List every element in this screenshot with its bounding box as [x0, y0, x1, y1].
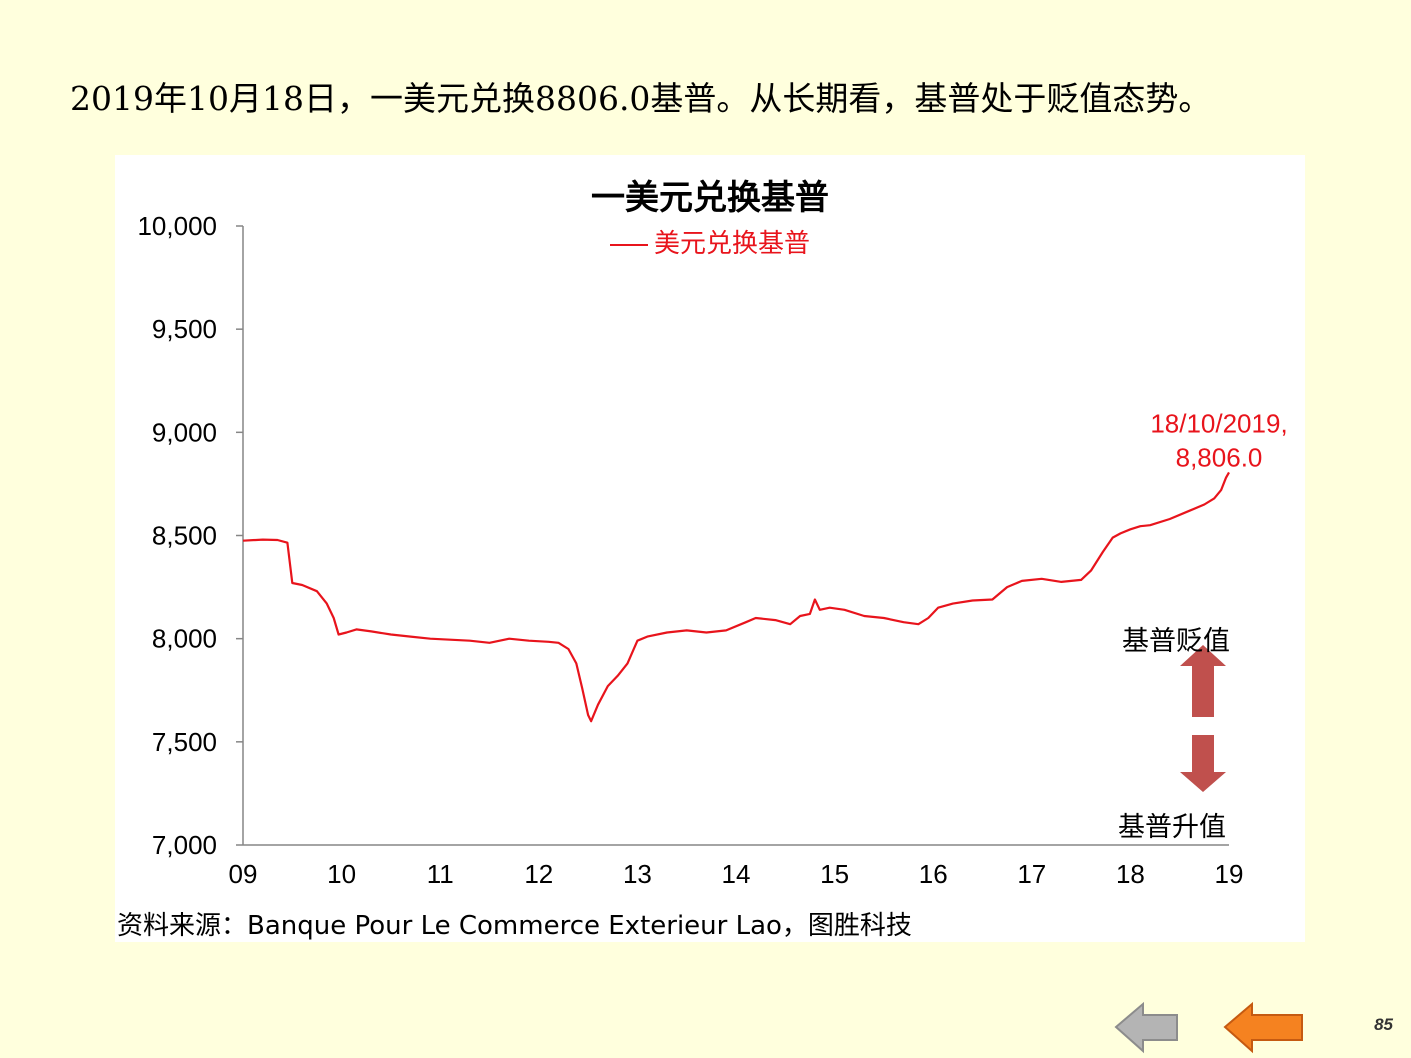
up-arrow-icon [1180, 645, 1226, 717]
x-tick-label: 15 [820, 859, 849, 889]
x-tick-label: 12 [524, 859, 553, 889]
x-tick-label: 17 [1017, 859, 1046, 889]
depreciation-label: 基普贬值 [1122, 626, 1230, 657]
chart-legend: 美元兑换基普 [115, 223, 1305, 260]
previous-slide-button[interactable] [1222, 1000, 1307, 1055]
source-note: 资料来源：Banque Pour Le Commerce Exterieur L… [117, 911, 912, 941]
legend-label: 美元兑换基普 [653, 229, 810, 259]
y-tick-label: 9,000 [152, 417, 217, 447]
gray-left-arrow-icon [1114, 1001, 1178, 1054]
series-layer [242, 471, 1230, 723]
x-tick-label: 10 [327, 859, 356, 889]
y-tick-label: 7,500 [152, 727, 217, 757]
y-tick-label: 7,000 [152, 830, 217, 860]
chart-axes: 7,000 7,500 8,000 8,500 9,000 9,500 10,000 09 10… [137, 211, 1243, 889]
data-label: 18/10/2019, [1150, 408, 1287, 438]
x-tick-label: 16 [919, 859, 948, 889]
direction-arrows [1180, 645, 1226, 792]
back-button[interactable] [1113, 1000, 1183, 1055]
x-tick-label: 11 [427, 859, 454, 889]
down-arrow-icon [1180, 735, 1226, 792]
chart-panel: 一美元兑换基普 美元兑换基普 7,000 7,500 8,000 8,500 9,000… [115, 155, 1305, 942]
series-line [242, 471, 1230, 723]
x-tick-label: 14 [722, 859, 751, 889]
data-label: 8,806.0 [1176, 442, 1263, 472]
y-tick-label: 10,000 [137, 211, 217, 241]
chart-title: 一美元兑换基普 [591, 178, 829, 218]
x-tick-label: 13 [623, 859, 652, 889]
y-tick-label: 8,000 [152, 624, 217, 654]
x-tick-label: 09 [229, 859, 258, 889]
legend-line-swatch [609, 243, 648, 246]
x-tick-label: 18 [1116, 859, 1145, 889]
page-number: 85 [1374, 1015, 1393, 1034]
line-chart: 7,000 7,500 8,000 8,500 9,000 9,500 10,000 09 10… [137, 211, 1287, 889]
x-tick-label: 19 [1215, 859, 1244, 889]
slide-headline: 2019年10月18日，一美元兑换8806.0基普。从长期看，基普处于贬值态势。 [70, 79, 1212, 118]
y-tick-label: 9,500 [152, 314, 217, 344]
data-annotation-layer: 18/10/2019, 8,806.0 [1150, 408, 1287, 472]
appreciation-label: 基普升值 [1118, 812, 1226, 843]
y-tick-label: 8,500 [152, 521, 217, 551]
orange-left-arrow-icon [1223, 1001, 1303, 1054]
